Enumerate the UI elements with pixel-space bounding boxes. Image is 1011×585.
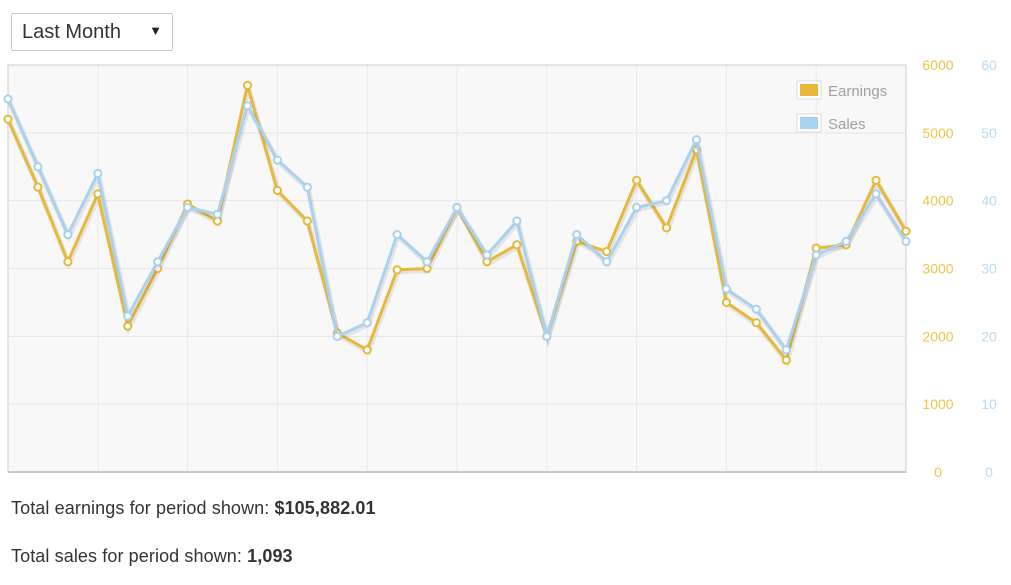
earnings-point [3, 114, 13, 124]
earnings-summary: Total earnings for period shown: $105,88… [11, 498, 376, 519]
sales-point [3, 94, 13, 104]
sales-point [751, 304, 761, 314]
earnings-legend-label: Earnings [828, 83, 887, 100]
earnings-axis-tick-label: 5000 [922, 125, 953, 141]
sales-legend-swatch [800, 117, 818, 129]
sales-point [422, 257, 432, 267]
sales-axis-tick-label: 60 [981, 57, 997, 73]
sales-point [212, 209, 223, 219]
earnings-point [512, 240, 522, 250]
earnings-point [781, 355, 791, 365]
earnings-axis-tick-label: 3000 [922, 261, 953, 277]
earnings-point [632, 175, 642, 185]
date-range-selected-value: Last Month [22, 20, 121, 43]
sales-point [33, 162, 43, 172]
sales-point [661, 196, 672, 206]
sales-point [63, 229, 73, 240]
sales-point [602, 257, 612, 267]
earnings-point [721, 297, 732, 308]
earnings-sales-chart: 0 1000 2000 3000 4000 5000 6000 0 10 20 30 40 50 60 Ea… [3, 57, 997, 480]
sales-point [901, 236, 911, 246]
sales-point [572, 229, 582, 240]
sales-axis-tick-label: 30 [981, 261, 997, 277]
sales-point [482, 250, 492, 260]
sales-point [721, 284, 732, 294]
sales-point [841, 236, 851, 246]
sales-axis-tick-label: 40 [981, 193, 997, 209]
sales-point [362, 318, 372, 328]
sales-summary-value: 1,093 [247, 546, 293, 566]
earnings-axis-tick-label: 1000 [922, 396, 953, 412]
earnings-summary-value: $105,882.01 [274, 498, 376, 518]
earnings-point [392, 265, 402, 275]
earnings-point [362, 345, 372, 355]
earnings-point [871, 175, 881, 185]
earnings-point [33, 182, 43, 192]
sales-point [332, 331, 342, 341]
sales-axis-tick-label: 10 [981, 396, 997, 412]
sales-summary: Total sales for period shown: 1,093 [11, 546, 293, 567]
sales-point [302, 182, 312, 192]
earnings-axis-tick-label: 4000 [922, 193, 953, 209]
sales-axis-tick-label: 0 [985, 464, 993, 480]
sales-axis-tick-label: 20 [981, 328, 997, 344]
sales-point [542, 331, 552, 341]
earnings-summary-label: Total earnings for period shown: [11, 498, 275, 518]
earnings-axis-tick-label: 2000 [922, 328, 953, 344]
sales-axis-tick-label: 50 [981, 125, 997, 141]
sales-point [242, 101, 253, 111]
sales-point [781, 345, 791, 355]
earnings-point [242, 80, 253, 90]
sales-point [452, 202, 462, 213]
sales-legend-label: Sales [828, 116, 866, 133]
sales-point [123, 311, 133, 321]
sales-point [392, 229, 402, 240]
earnings-legend-swatch [800, 84, 818, 96]
sales-point [272, 155, 282, 165]
earnings-axis-tick-label: 6000 [922, 57, 953, 73]
sales-point [153, 257, 163, 267]
sales-summary-label: Total sales for period shown: [11, 546, 248, 566]
earnings-point [751, 318, 761, 328]
earnings-point [123, 321, 133, 331]
earnings-axis-tick-label: 0 [934, 464, 942, 480]
earnings-point [602, 246, 612, 257]
chevron-down-icon: ▼ [149, 23, 162, 38]
sales-point [691, 135, 702, 145]
sales-point [632, 202, 642, 213]
earnings-point [302, 216, 312, 226]
earnings-point [661, 223, 672, 233]
earnings-point [901, 226, 911, 236]
sales-point [871, 189, 881, 199]
sales-point [811, 250, 821, 260]
sales-point [512, 216, 522, 226]
sales-point [183, 202, 193, 213]
sales-point [93, 168, 103, 179]
date-range-select[interactable]: Last Month ▼ [11, 13, 173, 51]
earnings-point [272, 185, 282, 196]
earnings-point [63, 257, 73, 267]
